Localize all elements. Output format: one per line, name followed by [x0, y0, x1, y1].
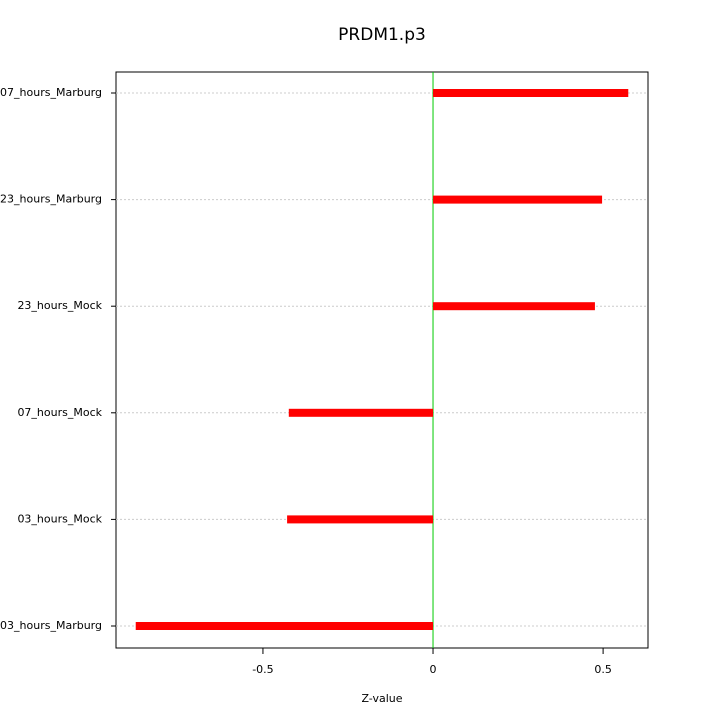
x-axis-label: Z-value — [361, 692, 402, 705]
chart-title: PRDM1.p3 — [338, 25, 426, 45]
plot-frame — [115, 71, 649, 649]
bar — [433, 302, 595, 311]
y-tick-label: 23_hours_Marburg — [0, 193, 102, 206]
y-tick-label: 07_hours_Marburg — [0, 86, 102, 99]
bar — [287, 515, 434, 524]
bar — [433, 195, 603, 204]
y-tick-label: 03_hours_Marburg — [0, 619, 102, 632]
y-tick-label: 23_hours_Mock — [17, 299, 102, 312]
y-tick-label: 03_hours_Mock — [17, 512, 102, 525]
x-tick-label: -0.5 — [252, 663, 273, 676]
bar — [288, 408, 434, 417]
bar — [135, 622, 434, 630]
bar — [433, 89, 629, 97]
x-tick-label: 0 — [430, 663, 437, 676]
y-tick-label: 07_hours_Mock — [17, 406, 102, 419]
x-tick-label: 0.5 — [594, 663, 612, 676]
